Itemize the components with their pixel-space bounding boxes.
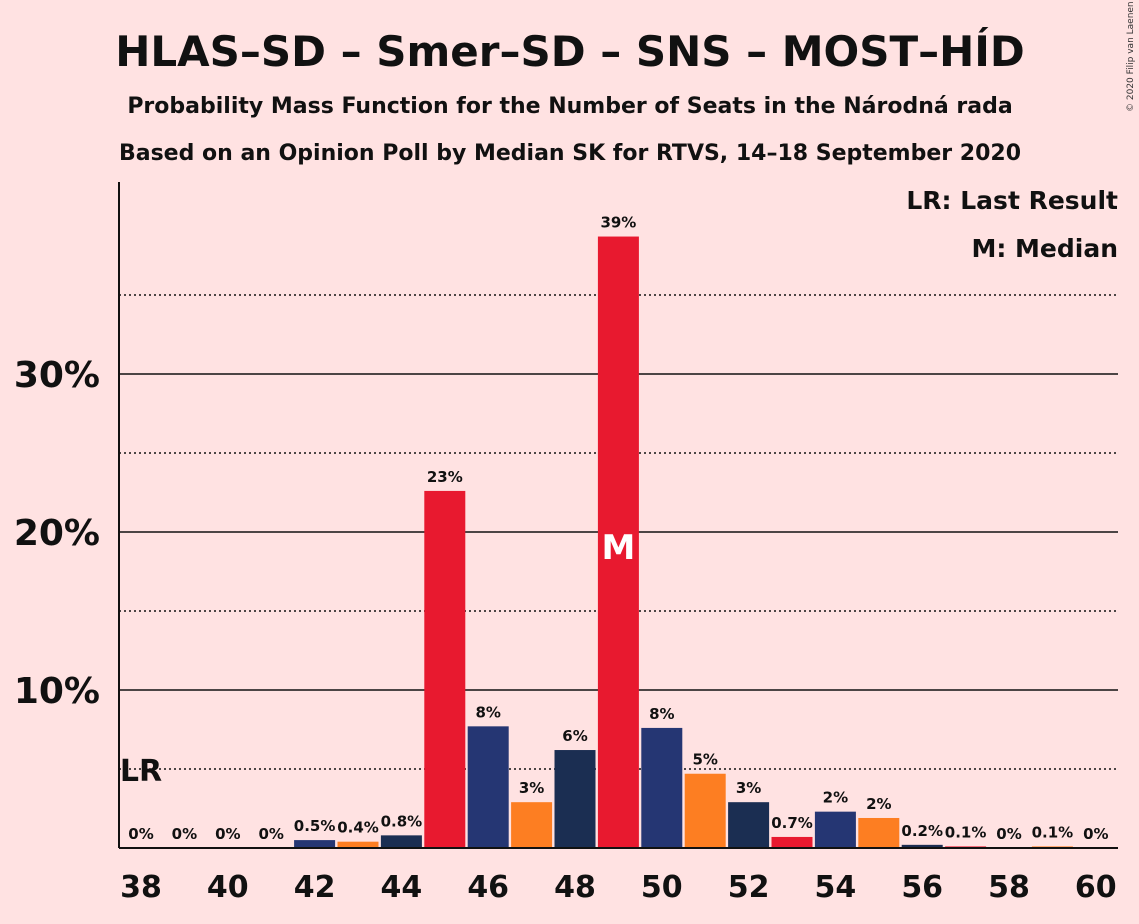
bar-seat-46	[467, 726, 509, 848]
chart-title: HLAS–SD – Smer–SD – SNS – MOST–HÍD	[115, 26, 1025, 76]
bar-seat-47	[511, 802, 553, 848]
data-label-seat-41: 0%	[258, 825, 283, 843]
y-tick-label: 10%	[14, 671, 100, 712]
data-label-seat-58: 0%	[996, 825, 1021, 843]
legend-last-result: LR: Last Result	[906, 186, 1118, 215]
data-label-seat-52: 3%	[736, 779, 761, 797]
bar-seat-44	[380, 835, 422, 848]
data-label-seat-59: 0.1%	[1032, 823, 1074, 841]
data-label-seat-51: 5%	[692, 751, 717, 769]
data-label-seat-47: 3%	[519, 779, 544, 797]
x-tick-label: 44	[381, 870, 423, 905]
data-label-seat-48: 6%	[562, 727, 587, 745]
bar-seat-52	[728, 802, 770, 848]
copyright-text: © 2020 Filip van Laenen	[1126, 1, 1136, 112]
x-tick-label: 58	[988, 870, 1030, 905]
x-tick-label: 38	[120, 870, 162, 905]
bar-seat-56	[901, 844, 943, 848]
data-label-seat-42: 0.5%	[294, 817, 336, 835]
bar-seat-42	[294, 840, 336, 848]
y-axis: 10% 20% 30%	[14, 182, 120, 848]
y-tick-label: 30%	[14, 355, 100, 396]
data-label-seat-44: 0.8%	[381, 812, 423, 830]
data-label-seat-50: 8%	[649, 705, 674, 723]
x-tick-label: 48	[554, 870, 596, 905]
bar-seat-55	[858, 817, 900, 848]
data-label-seat-43: 0.4%	[337, 819, 379, 837]
chart-subtitle-1: Probability Mass Function for the Number…	[127, 94, 1012, 119]
data-label-seat-60: 0%	[1083, 825, 1108, 843]
x-tick-label: 54	[815, 870, 857, 905]
legend-median: M: Median	[971, 234, 1118, 263]
data-label-seat-53: 0.7%	[771, 814, 813, 832]
x-tick-label: 60	[1075, 870, 1117, 905]
x-tick-label: 50	[641, 870, 683, 905]
y-tick-label: 20%	[14, 513, 100, 554]
chart-subtitle-2: Based on an Opinion Poll by Median SK fo…	[119, 141, 1021, 166]
x-tick-label: 56	[901, 870, 943, 905]
last-result-marker: LR	[120, 754, 162, 789]
bar-seat-50	[641, 727, 683, 848]
bar-seat-49	[597, 236, 639, 849]
x-tick-label: 52	[728, 870, 770, 905]
data-labels-group: 0% 0% 0% 0% 0.5% 0.4% 0.8% 23% 8% 3% 6% 39% 8% 5% 3% 0.…	[128, 214, 1108, 843]
bars-group	[294, 236, 1073, 849]
x-tick-label: 42	[294, 870, 336, 905]
data-label-seat-57: 0.1%	[945, 823, 987, 841]
bar-seat-54	[814, 811, 856, 848]
x-tick-label: 40	[207, 870, 249, 905]
data-label-seat-49: 39%	[600, 214, 636, 232]
median-marker: M	[601, 528, 635, 568]
data-label-seat-54: 2%	[823, 789, 848, 807]
x-axis: 38 40 42 44 46 48 50 52 54 56 58 60	[119, 847, 1118, 905]
data-label-seat-45: 23%	[427, 468, 463, 486]
data-label-seat-40: 0%	[215, 825, 240, 843]
data-label-seat-46: 8%	[475, 703, 500, 721]
markers-group: LR M	[120, 528, 635, 789]
bar-seat-53	[771, 836, 813, 848]
x-tick-label: 46	[467, 870, 509, 905]
bar-seat-45	[424, 490, 466, 848]
data-label-seat-39: 0%	[172, 825, 197, 843]
bar-seat-51	[684, 773, 726, 848]
data-label-seat-55: 2%	[866, 795, 891, 813]
bar-seat-48	[554, 750, 596, 848]
bar-seat-43	[337, 841, 379, 848]
data-label-seat-38: 0%	[128, 825, 153, 843]
data-label-seat-56: 0.2%	[901, 822, 943, 840]
